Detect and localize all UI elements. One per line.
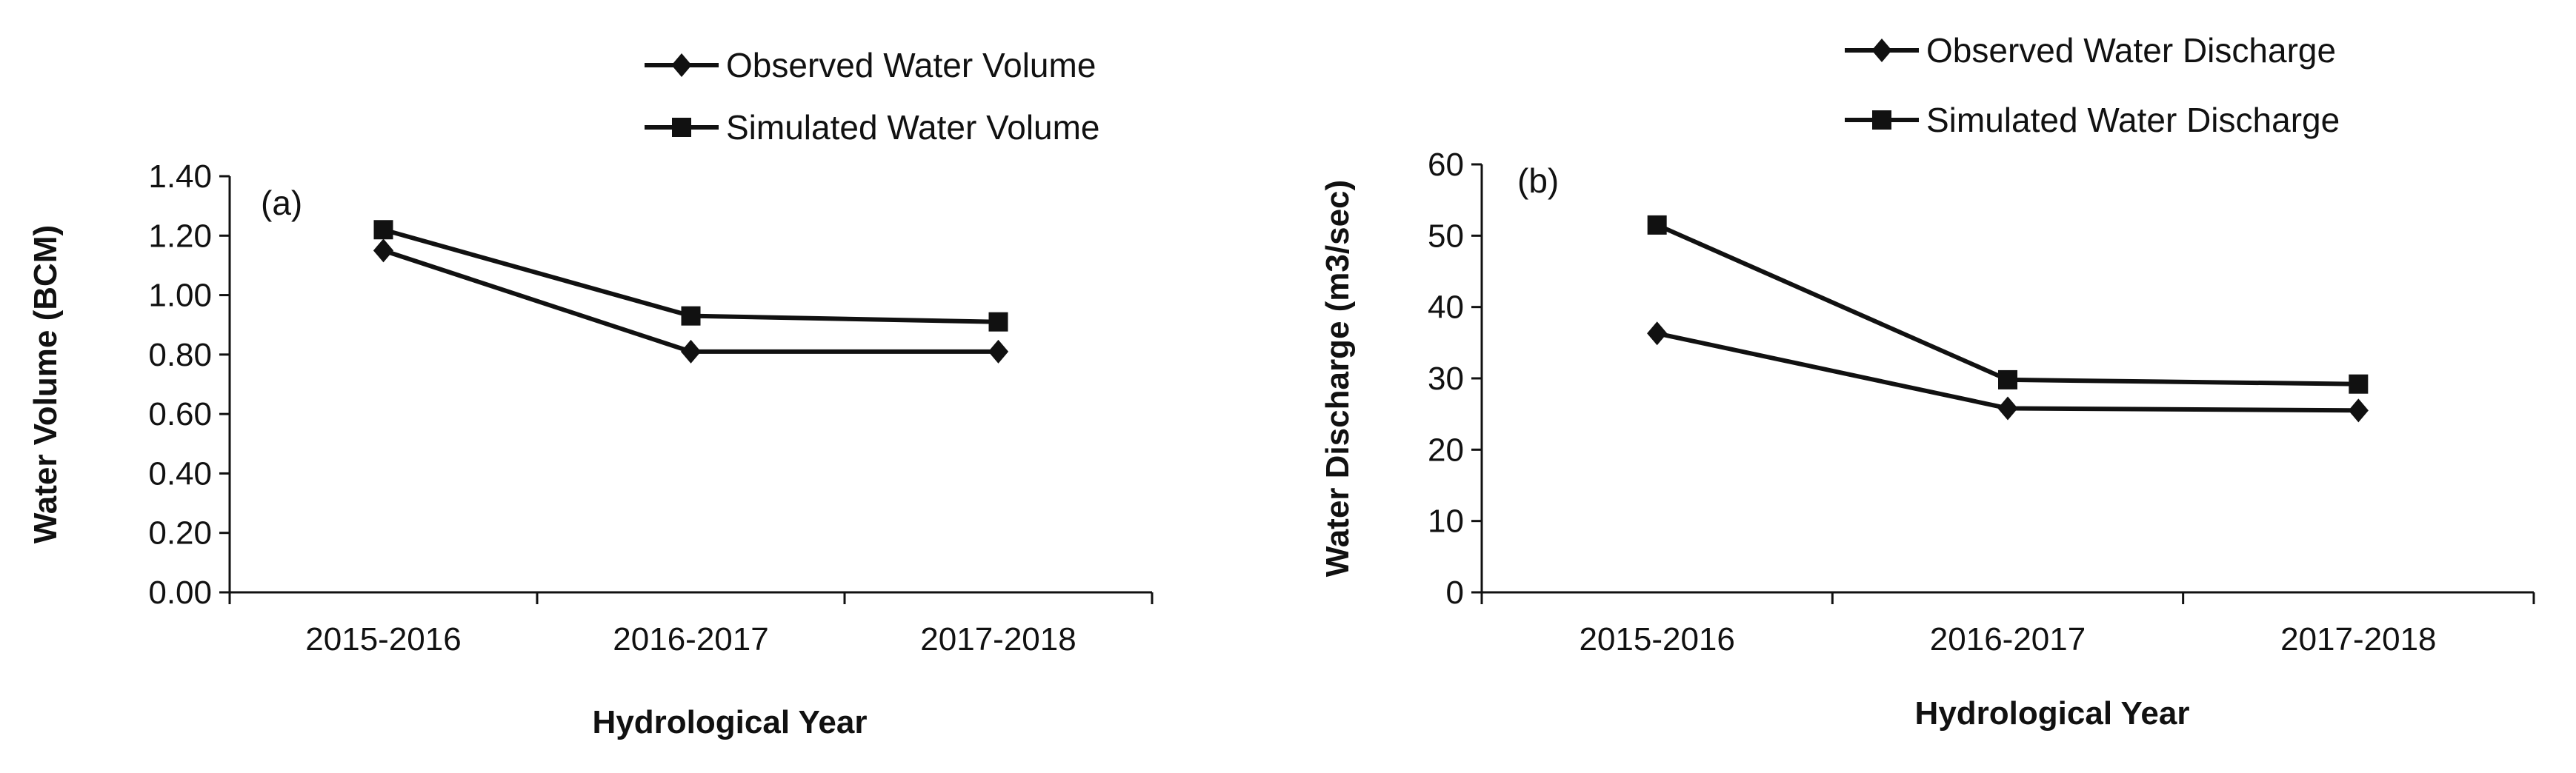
y-tick-label: 30 [1428,361,1464,397]
x-tick-label: 2017-2018 [920,621,1076,657]
y-tick-label: 20 [1428,432,1464,468]
legend-marker [1872,110,1891,130]
y-tick-label: 1.40 [148,158,212,195]
data-point [988,339,1009,364]
chart-water-volume: 0.00 0.20 0.40 0.60 0.80 1.00 1.20 1.40 2015-201… [27,46,1154,740]
data-point [1998,369,2017,389]
legend-label: Observed Water Volume [726,46,1096,84]
series-observed [1647,321,2369,423]
chart-water-discharge: 0 10 20 30 40 50 60 2015-2016 2016-2017 2017-2018… [1319,31,2535,732]
y-tick-label: 40 [1428,290,1464,326]
legend-entry: Simulated Water Discharge [1845,101,2340,139]
x-axis-title: Hydrological Year [1915,695,2190,732]
y-tick-label: 1.20 [148,218,212,254]
data-point [373,220,393,240]
y-axis-title: Water Volume (BCM) [27,225,64,543]
legend-marker [1871,39,1892,62]
y-tick-label: 0.40 [148,455,212,492]
y-axis-title: Water Discharge (m3/sec) [1319,180,1356,577]
data-point [680,339,702,364]
y-tick-label: 0.00 [148,575,212,611]
data-point [2349,374,2369,394]
x-tick-label: 2015-2016 [1579,621,1734,657]
legend-label: Simulated Water Discharge [1926,101,2340,139]
series-line [382,248,999,354]
series-simulated [1647,215,2369,394]
y-tick-label: 1.00 [148,278,212,314]
y-tick-label: 0.80 [148,337,212,373]
legend-label: Simulated Water Volume [726,108,1100,147]
legend-entry: Simulated Water Volume [645,108,1100,147]
x-tick-label: 2017-2018 [2280,621,2436,657]
x-tick-label: 2016-2017 [613,621,768,657]
series-simulated [373,220,1008,332]
y-tick-label: 0.60 [148,396,212,432]
series-line [1656,223,2359,386]
data-point [1647,321,1668,346]
data-point [681,306,701,326]
x-axis-title: Hydrological Year [593,704,868,740]
data-point [1997,396,2018,421]
data-point [373,238,394,263]
panel-label: (b) [1517,161,1559,200]
y-tick-label: 0 [1446,575,1464,611]
x-tick-label: 2016-2017 [1930,621,2086,657]
y-tick-label: 0.20 [148,515,212,552]
legend-entry: Observed Water Discharge [1845,31,2336,70]
series-observed [373,238,1009,364]
legend-marker [671,53,692,77]
legend-label: Observed Water Discharge [1926,31,2336,70]
panel-label: (a) [261,184,302,222]
y-tick-label: 50 [1428,218,1464,254]
legend-entry: Observed Water Volume [645,46,1096,84]
data-point [1647,215,1667,235]
y-tick-label: 60 [1428,147,1464,183]
data-point [2348,398,2369,423]
data-point [988,312,1008,332]
y-tick-label: 10 [1428,503,1464,540]
legend-marker [672,118,691,137]
x-tick-label: 2015-2016 [305,621,461,657]
